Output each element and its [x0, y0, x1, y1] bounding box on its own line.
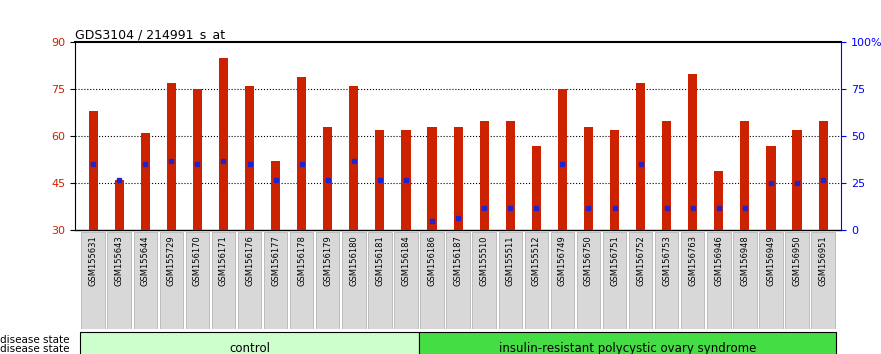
Text: GSM156179: GSM156179 [323, 235, 332, 286]
Bar [297, 77, 307, 230]
Text: GSM155511: GSM155511 [506, 235, 515, 286]
Text: GSM156750: GSM156750 [584, 235, 593, 286]
Text: GSM156949: GSM156949 [766, 235, 775, 286]
Bar [688, 74, 698, 230]
FancyBboxPatch shape [472, 232, 496, 329]
Bar [375, 130, 384, 230]
FancyBboxPatch shape [395, 232, 418, 329]
FancyBboxPatch shape [81, 232, 105, 329]
Text: disease state: disease state [0, 344, 73, 354]
FancyBboxPatch shape [629, 232, 652, 329]
FancyBboxPatch shape [316, 232, 339, 329]
Bar [167, 83, 176, 230]
Bar [271, 161, 280, 230]
Bar [663, 121, 671, 230]
Bar [479, 121, 489, 230]
FancyBboxPatch shape [524, 232, 548, 329]
Text: disease state: disease state [0, 335, 70, 345]
Bar [323, 127, 332, 230]
Text: GSM155512: GSM155512 [532, 235, 541, 286]
Bar [636, 83, 645, 230]
Text: GSM155643: GSM155643 [115, 235, 123, 286]
Bar [558, 89, 567, 230]
Bar [454, 127, 463, 230]
Text: GSM156749: GSM156749 [558, 235, 566, 286]
FancyBboxPatch shape [238, 232, 262, 329]
Text: GSM156180: GSM156180 [350, 235, 359, 286]
FancyBboxPatch shape [811, 232, 835, 329]
Bar [714, 171, 723, 230]
Bar [349, 86, 359, 230]
Text: GSM156184: GSM156184 [402, 235, 411, 286]
Text: GSM156176: GSM156176 [245, 235, 254, 286]
Text: GSM156187: GSM156187 [454, 235, 463, 286]
FancyBboxPatch shape [759, 232, 782, 329]
Bar [584, 127, 593, 230]
FancyBboxPatch shape [447, 232, 470, 329]
Text: GSM155510: GSM155510 [479, 235, 489, 286]
Text: GSM156177: GSM156177 [271, 235, 280, 286]
Bar [610, 130, 619, 230]
Bar [766, 146, 775, 230]
FancyBboxPatch shape [290, 232, 314, 329]
Text: GSM156181: GSM156181 [375, 235, 384, 286]
FancyBboxPatch shape [368, 232, 392, 329]
FancyBboxPatch shape [134, 232, 157, 329]
Bar [818, 121, 827, 230]
Text: GSM155644: GSM155644 [141, 235, 150, 286]
Bar [740, 121, 750, 230]
Text: GSM156950: GSM156950 [793, 235, 802, 286]
Bar [193, 89, 202, 230]
Bar [793, 130, 802, 230]
FancyBboxPatch shape [186, 232, 209, 329]
Bar [89, 111, 98, 230]
Text: GSM156170: GSM156170 [193, 235, 202, 286]
Text: insulin-resistant polycystic ovary syndrome: insulin-resistant polycystic ovary syndr… [499, 342, 756, 354]
Text: control: control [229, 342, 270, 354]
FancyBboxPatch shape [80, 332, 419, 354]
Text: GSM156948: GSM156948 [740, 235, 750, 286]
FancyBboxPatch shape [707, 232, 730, 329]
Text: GSM156946: GSM156946 [714, 235, 723, 286]
FancyBboxPatch shape [785, 232, 809, 329]
Text: GSM156753: GSM156753 [663, 235, 671, 286]
Text: GDS3104 / 214991_s_at: GDS3104 / 214991_s_at [75, 28, 225, 41]
FancyBboxPatch shape [159, 232, 183, 329]
Text: GSM156178: GSM156178 [297, 235, 307, 286]
Text: GSM156763: GSM156763 [688, 235, 697, 286]
Bar [427, 127, 437, 230]
Text: GSM156752: GSM156752 [636, 235, 645, 286]
FancyBboxPatch shape [551, 232, 574, 329]
FancyBboxPatch shape [733, 232, 757, 329]
Text: GSM156951: GSM156951 [818, 235, 827, 286]
Text: GSM156186: GSM156186 [427, 235, 437, 286]
FancyBboxPatch shape [342, 232, 366, 329]
FancyBboxPatch shape [264, 232, 287, 329]
Text: GSM155631: GSM155631 [89, 235, 98, 286]
FancyBboxPatch shape [107, 232, 131, 329]
Bar [506, 121, 515, 230]
Text: GSM156751: GSM156751 [610, 235, 619, 286]
Bar [245, 86, 254, 230]
FancyBboxPatch shape [211, 232, 235, 329]
Text: GSM155729: GSM155729 [167, 235, 176, 286]
FancyBboxPatch shape [655, 232, 678, 329]
FancyBboxPatch shape [603, 232, 626, 329]
FancyBboxPatch shape [419, 332, 836, 354]
Bar [218, 58, 228, 230]
FancyBboxPatch shape [420, 232, 444, 329]
FancyBboxPatch shape [681, 232, 705, 329]
Bar [141, 133, 150, 230]
FancyBboxPatch shape [499, 232, 522, 329]
Text: GSM156171: GSM156171 [219, 235, 228, 286]
Bar [115, 180, 123, 230]
Bar [532, 146, 541, 230]
FancyBboxPatch shape [577, 232, 600, 329]
Bar [402, 130, 411, 230]
